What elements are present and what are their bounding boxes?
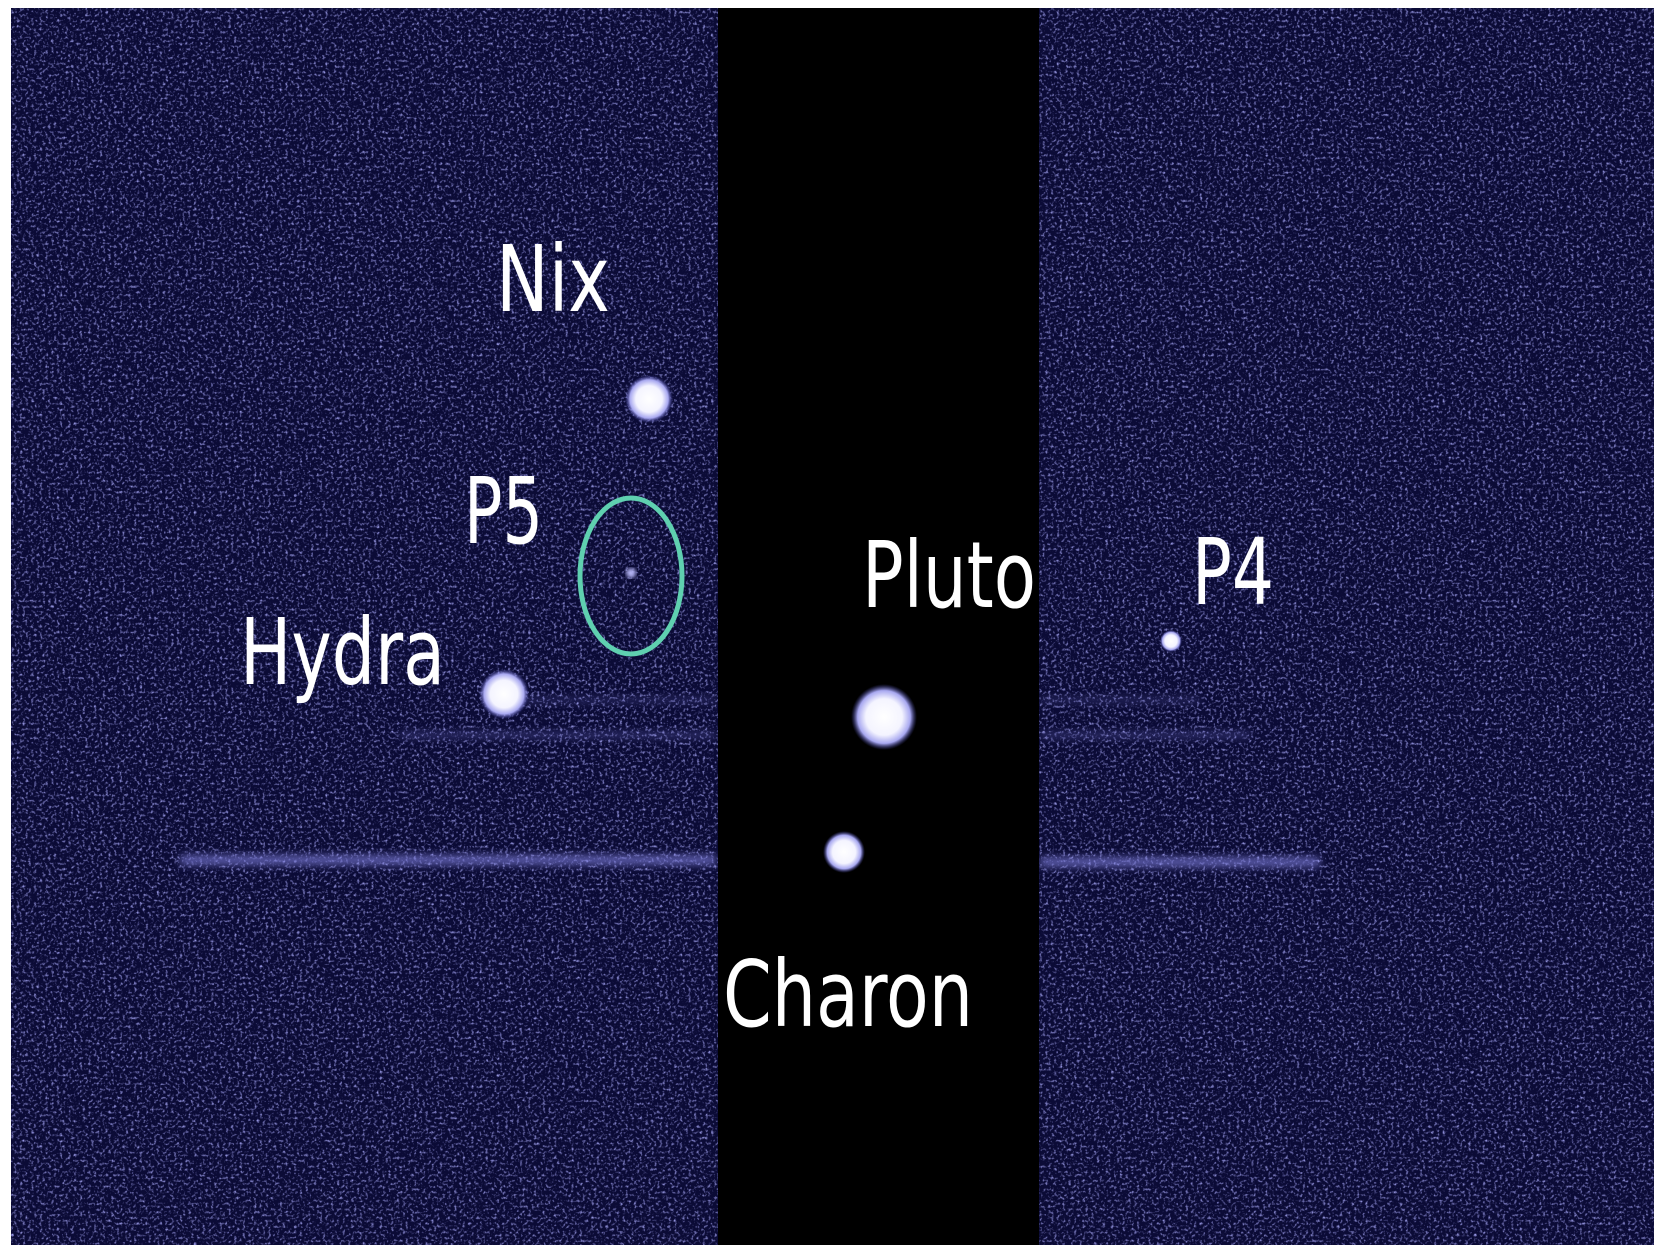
hydra-moon xyxy=(479,669,529,719)
p5-moon xyxy=(626,568,636,578)
nix-moon xyxy=(625,375,673,423)
label: Charon xyxy=(723,941,973,1048)
label: Hydra xyxy=(240,599,445,706)
p4-moon xyxy=(1160,630,1182,652)
p5-circle xyxy=(577,495,685,657)
mask-band xyxy=(718,8,1039,1245)
charon-moon xyxy=(823,831,865,873)
label: Nix xyxy=(496,226,610,333)
pluto-planet xyxy=(851,684,917,750)
label: Pluto xyxy=(862,522,1036,629)
streaks xyxy=(180,698,1320,867)
label: P4 xyxy=(1192,519,1274,626)
label: P5 xyxy=(464,458,543,565)
